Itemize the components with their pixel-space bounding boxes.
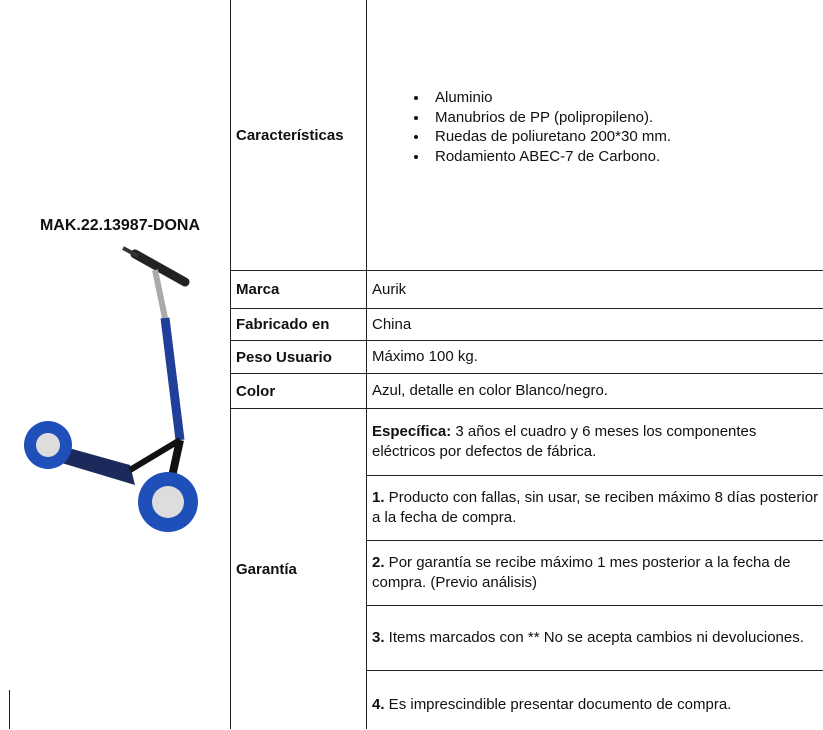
scooter-image: [24, 246, 198, 532]
text: 3 años el cuadro y 6 meses los component…: [372, 423, 757, 460]
text: Por garantía se recibe máximo 1 mes post…: [372, 554, 791, 591]
text: Es imprescindible presentar documento de…: [384, 696, 732, 713]
feature: Manubrios de PP (polipropileno).: [429, 108, 671, 128]
feature-list: Aluminio Manubrios de PP (polipropileno)…: [367, 88, 671, 166]
border: [230, 308, 823, 309]
features: Aluminio Manubrios de PP (polipropileno)…: [367, 88, 823, 166]
border: [366, 605, 823, 606]
border: [366, 540, 823, 541]
product-code: MAK.22.13987-DONA: [39, 217, 201, 234]
value: China: [372, 315, 412, 333]
lead: 3.: [372, 629, 385, 646]
border: [230, 0, 231, 729]
border: [366, 670, 823, 671]
label: Características: [236, 126, 344, 144]
border: [230, 373, 823, 374]
border: [230, 340, 823, 341]
border: [230, 270, 823, 271]
warranty-item: Específica: 3 años el cuadro y 6 meses l…: [372, 409, 820, 475]
value: Azul, detalle en color Blanco/negro.: [372, 382, 608, 399]
border: [230, 408, 823, 409]
lead: 4.: [372, 696, 385, 713]
feature: Ruedas de poliuretano 200*30 mm.: [429, 127, 671, 147]
feature: Rodamiento ABEC-7 de Carbono.: [429, 147, 671, 167]
lead: 2.: [372, 554, 385, 571]
border: [366, 475, 823, 476]
text: Items marcados con ** No se acepta cambi…: [384, 629, 804, 646]
value: Máximo 100 kg.: [372, 348, 478, 365]
text: Producto con fallas, sin usar, se recibe…: [372, 489, 819, 526]
warranty-item: 3. Items marcados con ** No se acepta ca…: [372, 606, 820, 670]
warranty-item: 4. Es imprescindible presentar documento…: [372, 680, 820, 730]
lead: 1.: [372, 489, 385, 506]
lead: Específica:: [372, 423, 452, 440]
warranty-item: 2. Por garantía se recibe máximo 1 mes p…: [372, 541, 820, 605]
value: Aurik: [372, 280, 407, 298]
label: Marca: [236, 281, 280, 298]
label: Garantía: [236, 560, 297, 578]
label: Fabricado en: [236, 316, 330, 333]
warranty-item: 1. Producto con fallas, sin usar, se rec…: [372, 476, 820, 540]
border: [366, 0, 367, 729]
label: Peso Usuario: [236, 348, 332, 366]
border: [9, 690, 10, 729]
feature: Aluminio: [429, 88, 671, 108]
label: Color: [236, 382, 276, 400]
